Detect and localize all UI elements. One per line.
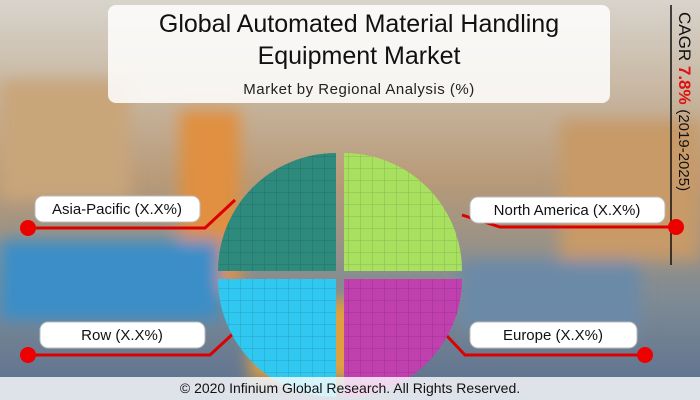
label-boxes — [34, 195, 666, 349]
title-box — [108, 5, 610, 103]
footer-bar — [0, 377, 700, 400]
cagr-period: (2019-2025) — [675, 109, 692, 191]
cagr-value: 7.8% — [675, 66, 694, 105]
region-label: Row (X.X%) — [81, 327, 163, 344]
cagr-label: CAGR — [675, 12, 694, 61]
subtitle: Market by Regional Analysis (%) — [243, 81, 474, 98]
title: Global Automated Material Handling — [159, 10, 559, 38]
region-label: Europe (X.X%) — [503, 327, 603, 344]
cagr: CAGR 7.8% (2019-2025) — [675, 12, 694, 191]
region-label: North America (X.X%) — [494, 202, 641, 219]
pie — [218, 153, 462, 397]
region-label: Asia-Pacific (X.X%) — [52, 201, 182, 218]
footer: © 2020 Infinium Global Research. All Rig… — [180, 380, 520, 396]
connector-dots — [20, 219, 684, 363]
title: Equipment Market — [258, 42, 461, 70]
